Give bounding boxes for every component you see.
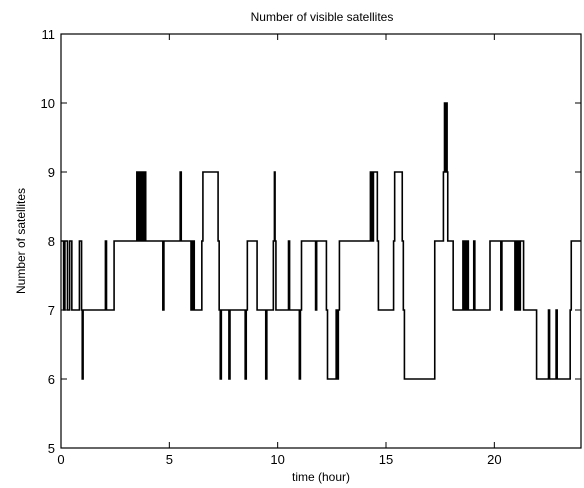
- x-tick-label: 0: [57, 452, 64, 467]
- y-axis-label: Number of satellites: [14, 188, 28, 294]
- y-tick-label: 10: [41, 96, 55, 111]
- x-axis-label: time (hour): [292, 470, 350, 484]
- chart-title: Number of visible satellites: [251, 10, 394, 24]
- series-layer: [61, 102, 581, 380]
- y-tick-label: 11: [42, 27, 56, 42]
- series-line: [61, 102, 581, 380]
- x-tick-label: 20: [487, 452, 501, 467]
- y-tick-label: 5: [48, 441, 55, 456]
- y-tick-label: 6: [48, 372, 55, 387]
- y-tick-label: 9: [48, 165, 55, 180]
- y-tick-label: 8: [48, 234, 55, 249]
- x-tick-label: 10: [270, 452, 284, 467]
- y-tick-label: 7: [48, 303, 55, 318]
- x-tick-label: 15: [379, 452, 393, 467]
- x-tick-label: 5: [166, 452, 173, 467]
